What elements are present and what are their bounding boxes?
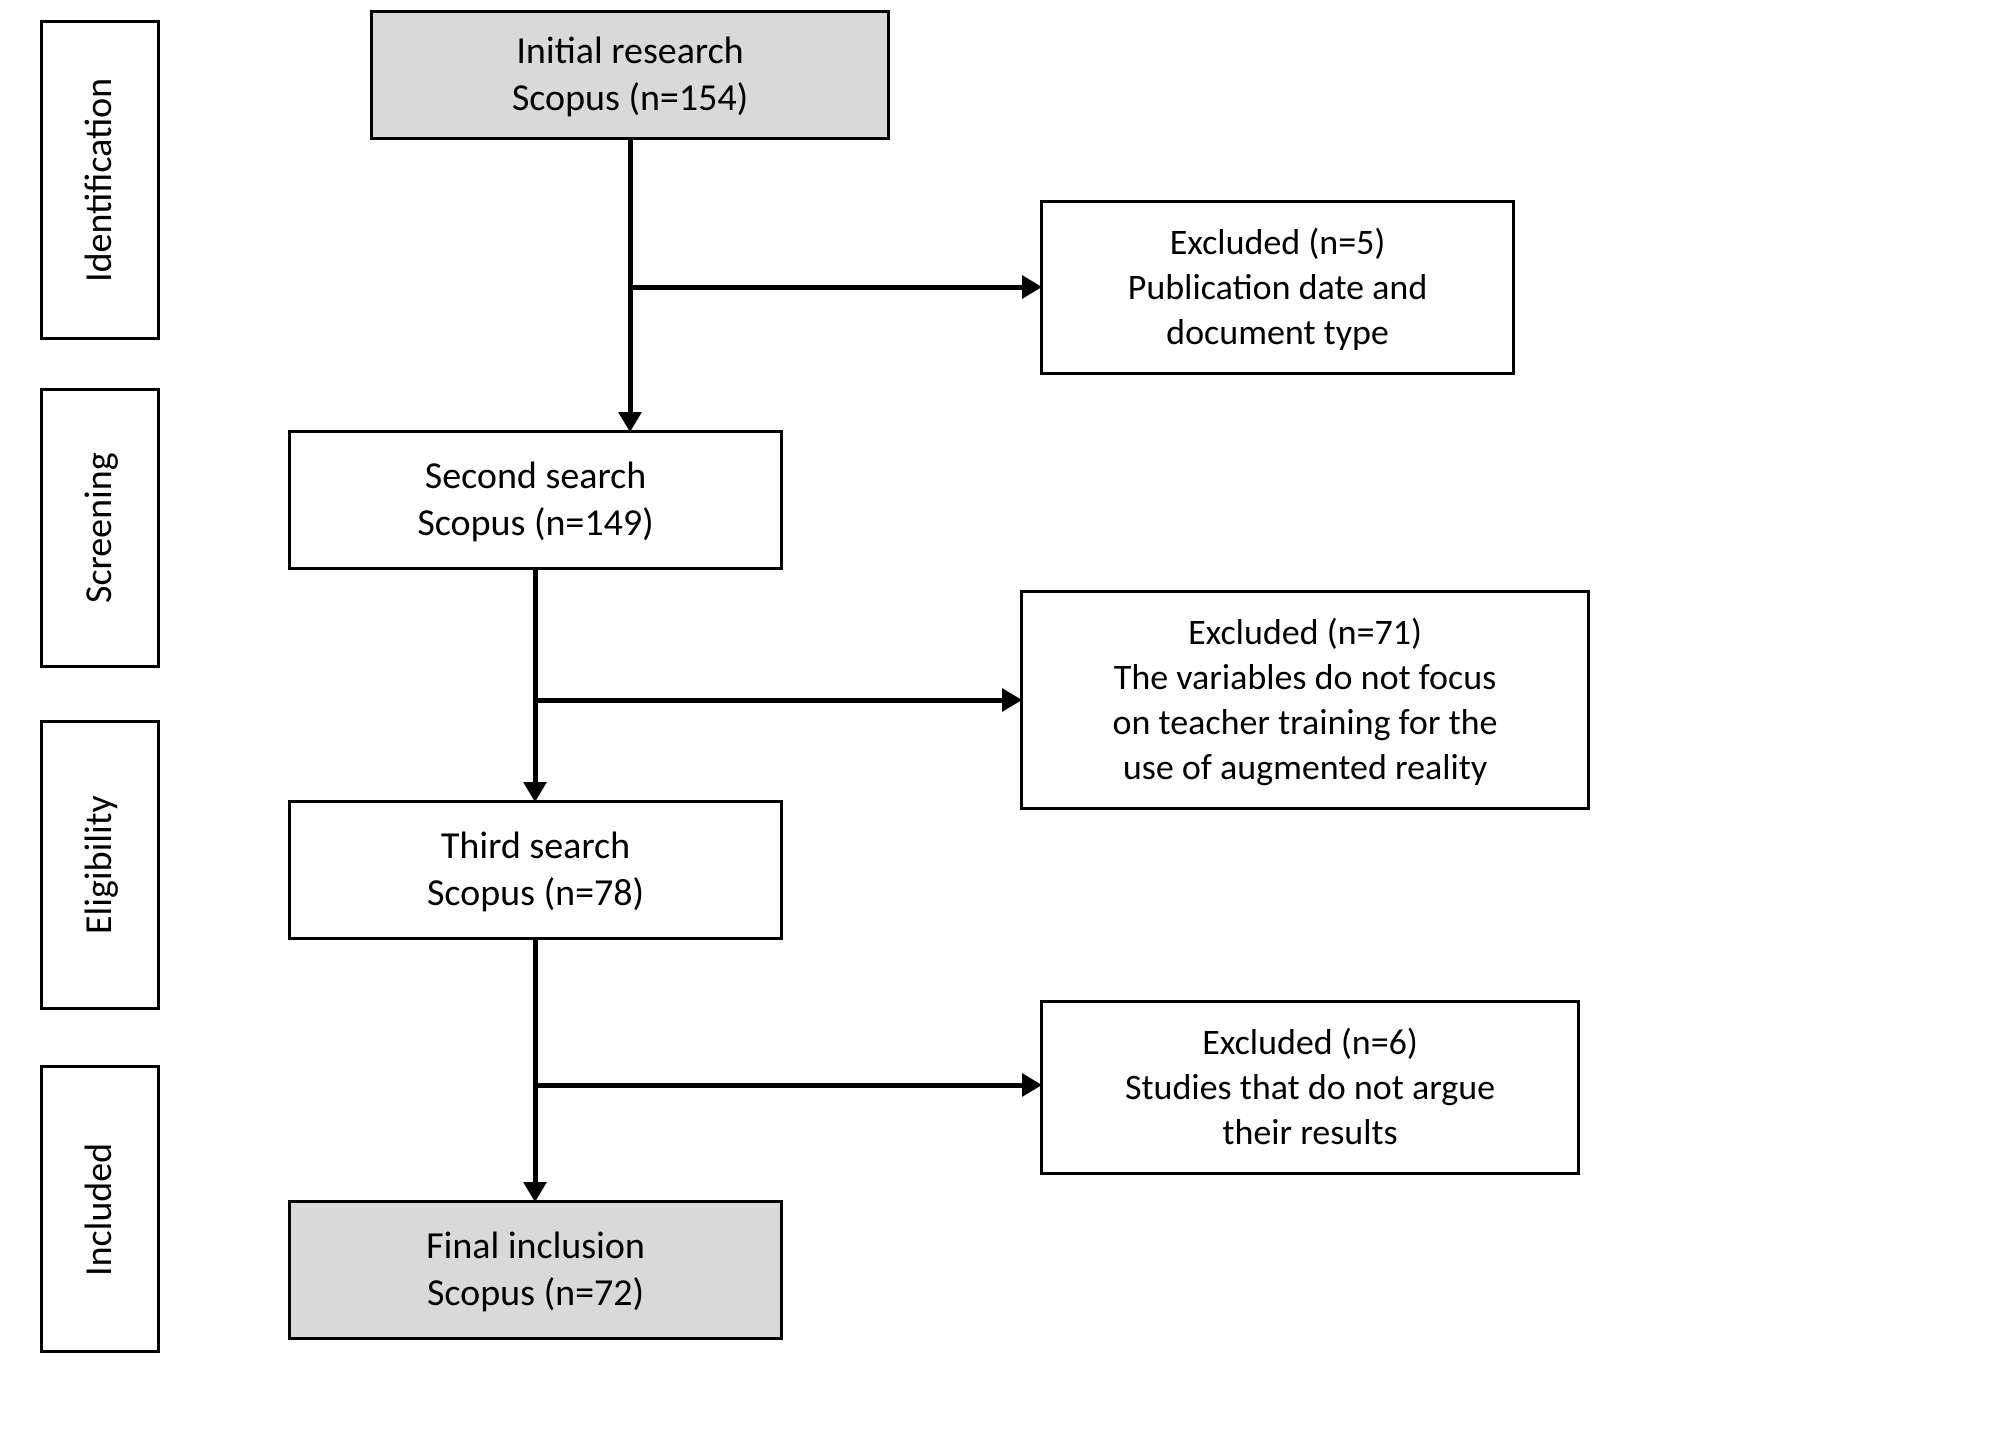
excluded-e3: Excluded (n=6) Studies that do not argue… (1040, 1000, 1580, 1175)
excluded-e2: Excluded (n=71) The variables do not foc… (1020, 590, 1590, 810)
node-final-line1: Final inclusion (426, 1223, 645, 1271)
node-second-line2: Scopus (n=149) (417, 500, 653, 548)
stage-included: Included (40, 1065, 160, 1353)
stage-identification: Identification (40, 20, 160, 340)
node-third: Third search Scopus (n=78) (288, 800, 783, 940)
node-third-line2: Scopus (n=78) (427, 870, 644, 918)
arrow-h1-head (1022, 275, 1042, 299)
stage-eligibility: Eligibility (40, 720, 160, 1010)
stage-included-label: Included (79, 1142, 121, 1275)
node-initial: Initial research Scopus (n=154) (370, 10, 890, 140)
arrow-h3-line (538, 1083, 1022, 1088)
stage-screening: Screening (40, 388, 160, 668)
stage-eligibility-label: Eligibility (79, 796, 121, 935)
excluded-e1-line0: Excluded (n=5) (1170, 220, 1386, 265)
arrow-v1-line (628, 140, 633, 412)
excluded-e1: Excluded (n=5) Publication date and docu… (1040, 200, 1515, 375)
node-final-line2: Scopus (n=72) (427, 1270, 644, 1318)
excluded-e2-line0: Excluded (n=71) (1188, 610, 1422, 655)
node-initial-line1: Initial research (516, 28, 743, 76)
excluded-e1-line1: Publication date and (1128, 265, 1428, 310)
arrow-h2-head (1002, 688, 1022, 712)
node-third-line1: Third search (441, 823, 630, 871)
excluded-e2-line3: use of augmented reality (1123, 745, 1487, 790)
arrow-v3-line (533, 940, 538, 1182)
arrow-h3-head (1022, 1073, 1042, 1097)
excluded-e3-line0: Excluded (n=6) (1202, 1020, 1418, 1065)
node-final: Final inclusion Scopus (n=72) (288, 1200, 783, 1340)
stage-identification-label: Identification (79, 78, 121, 282)
excluded-e1-line2: document type (1166, 310, 1389, 355)
arrow-v1-head (618, 412, 642, 432)
flowchart-canvas: Identification Screening Eligibility Inc… (0, 0, 1993, 1448)
excluded-e2-line1: The variables do not focus (1114, 655, 1496, 700)
arrow-v2-head (523, 782, 547, 802)
arrow-h2-line (538, 698, 1002, 703)
excluded-e2-line2: on teacher training for the (1113, 700, 1498, 745)
excluded-e3-line2: their results (1222, 1110, 1397, 1155)
arrow-v3-head (523, 1182, 547, 1202)
stage-screening-label: Screening (79, 453, 121, 604)
node-second-line1: Second search (425, 453, 646, 501)
node-second: Second search Scopus (n=149) (288, 430, 783, 570)
arrow-v2-line (533, 570, 538, 782)
excluded-e3-line1: Studies that do not argue (1125, 1065, 1495, 1110)
arrow-h1-line (633, 285, 1022, 290)
node-initial-line2: Scopus (n=154) (512, 75, 748, 123)
